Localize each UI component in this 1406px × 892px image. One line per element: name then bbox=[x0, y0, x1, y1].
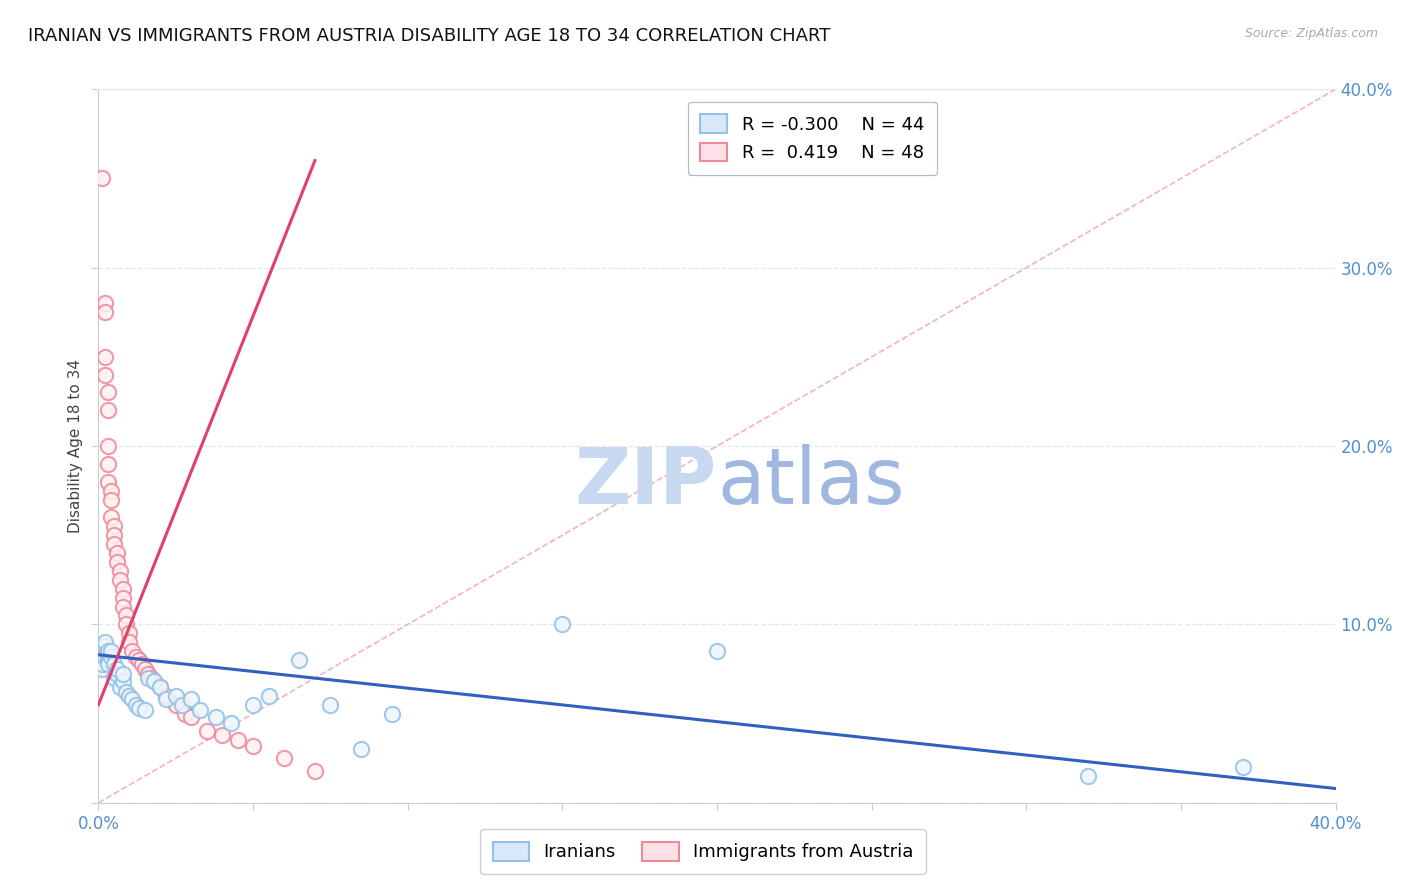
Legend: R = -0.300    N = 44, R =  0.419    N = 48: R = -0.300 N = 44, R = 0.419 N = 48 bbox=[688, 102, 936, 175]
Text: Source: ZipAtlas.com: Source: ZipAtlas.com bbox=[1244, 27, 1378, 40]
Text: IRANIAN VS IMMIGRANTS FROM AUSTRIA DISABILITY AGE 18 TO 34 CORRELATION CHART: IRANIAN VS IMMIGRANTS FROM AUSTRIA DISAB… bbox=[28, 27, 831, 45]
Text: ZIP: ZIP bbox=[575, 443, 717, 520]
Text: atlas: atlas bbox=[717, 443, 904, 520]
Legend: Iranians, Immigrants from Austria: Iranians, Immigrants from Austria bbox=[479, 830, 927, 874]
Y-axis label: Disability Age 18 to 34: Disability Age 18 to 34 bbox=[67, 359, 83, 533]
